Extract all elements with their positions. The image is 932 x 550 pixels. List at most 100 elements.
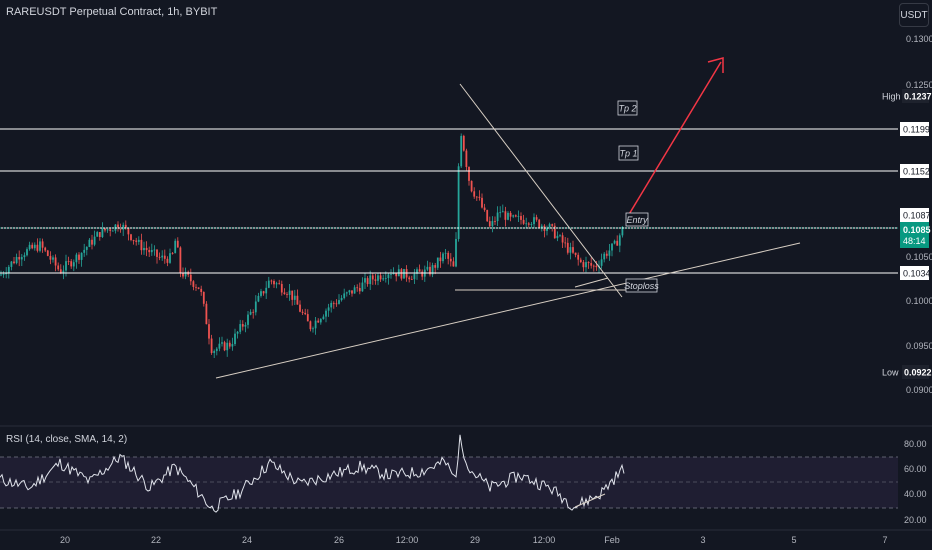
candle-body <box>62 270 65 274</box>
candle-body <box>283 292 286 295</box>
candle-body <box>124 224 127 228</box>
candle-body <box>353 287 356 294</box>
candle-body <box>247 314 249 325</box>
candle-body <box>421 271 424 277</box>
candle-body <box>205 303 208 325</box>
tp1-annotation[interactable]: Tp 1 <box>618 145 639 161</box>
candle-body <box>286 294 288 295</box>
candle-body <box>462 135 465 151</box>
candle-body <box>91 239 93 245</box>
candle-body <box>213 351 216 353</box>
candle-body <box>483 207 486 211</box>
time-axis[interactable]: 20 22 24 26 12:00 29 12:00 Feb 3 5 7 <box>60 535 888 545</box>
candle-body <box>574 252 577 255</box>
candle-body <box>280 283 283 293</box>
candle-body <box>533 217 535 225</box>
candle-body <box>109 229 112 231</box>
candle-body <box>18 256 21 260</box>
candle-body <box>512 215 515 217</box>
candle-body <box>382 278 385 280</box>
candle-body <box>163 255 166 259</box>
candle-body <box>23 255 26 258</box>
candle-body <box>252 311 255 313</box>
candle-body <box>444 252 447 254</box>
currency-button[interactable]: USDT <box>899 3 929 27</box>
ascending-trendline[interactable] <box>215 242 801 379</box>
candle-body <box>202 292 205 304</box>
candle-body <box>127 227 130 235</box>
candle-body <box>551 224 554 226</box>
candle-body <box>369 275 372 285</box>
candle-body <box>273 281 275 285</box>
candle-body <box>93 236 96 245</box>
descending-trendline[interactable] <box>459 83 623 298</box>
candle-body <box>33 244 36 249</box>
candle-body <box>244 324 247 327</box>
candle-body <box>514 215 517 217</box>
time-label: 3 <box>700 535 705 545</box>
rsi-indicator-title[interactable]: RSI (14, close, SMA, 14, 2) <box>6 434 128 445</box>
candle-body <box>296 295 299 305</box>
candle-body <box>390 274 392 275</box>
candle-body <box>135 240 138 242</box>
candle-body <box>208 324 210 339</box>
candle-body <box>348 290 351 293</box>
svg-text:0.1087: 0.1087 <box>903 211 931 221</box>
candle-body <box>249 311 252 315</box>
candle-body <box>377 275 379 281</box>
candle-body <box>20 257 23 260</box>
candle-body <box>338 300 340 304</box>
candle-body <box>569 247 572 253</box>
candle-body <box>527 223 530 225</box>
svg-text:0.1199: 0.1199 <box>903 125 930 135</box>
time-label: 20 <box>60 535 70 545</box>
candle-body <box>96 232 99 237</box>
candle-body <box>228 342 231 347</box>
price-tick: 0.0950 <box>906 341 932 351</box>
candle-body <box>478 196 481 198</box>
candle-body <box>72 262 75 267</box>
candle-body <box>257 295 260 302</box>
candle-body <box>603 253 606 260</box>
candle-body <box>592 265 595 267</box>
candle-body <box>44 247 47 251</box>
candle-body <box>119 228 122 230</box>
candle-body <box>80 252 83 260</box>
candle-body <box>366 278 369 285</box>
candle-body <box>171 253 174 254</box>
candle-body <box>83 249 86 253</box>
candle-body <box>111 230 114 232</box>
candle-body <box>332 302 335 304</box>
current-price-value: 0.1085 <box>903 225 931 235</box>
entry-annotation[interactable]: Entry <box>625 212 649 227</box>
candle-body <box>231 344 234 347</box>
candle-body <box>465 150 468 168</box>
candle-body <box>223 342 226 351</box>
tp2-annotation[interactable]: Tp 2 <box>617 100 638 116</box>
candle-body <box>481 197 483 208</box>
candle-body <box>540 225 543 228</box>
candle-body <box>304 312 307 315</box>
candle-body <box>2 274 5 276</box>
low-label: Low <box>882 368 899 378</box>
price-tick: 0.1250 <box>906 80 932 90</box>
candle-body <box>611 243 613 251</box>
candle-body <box>148 250 151 253</box>
candle-body <box>509 212 512 217</box>
candle-body <box>587 262 590 264</box>
candle-body <box>522 219 525 224</box>
candle-body <box>564 242 567 244</box>
rsi-divergence-line <box>574 493 606 508</box>
price-axis[interactable]: 0.1300 0.1250 0.1050 0.1000 0.0950 0.090… <box>906 34 932 395</box>
candle-body <box>293 295 296 300</box>
stoploss-annotation[interactable]: Stoploss <box>624 278 659 293</box>
price-tick: 0.0900 <box>906 385 932 395</box>
candle-body <box>488 221 491 227</box>
candle-body <box>470 180 473 192</box>
projection-arrow[interactable] <box>627 61 722 217</box>
candle-body <box>319 319 322 323</box>
candle-body <box>26 249 28 256</box>
candle-body <box>288 290 291 295</box>
rsi-axis[interactable]: 80.00 60.00 40.00 20.00 <box>904 439 927 525</box>
